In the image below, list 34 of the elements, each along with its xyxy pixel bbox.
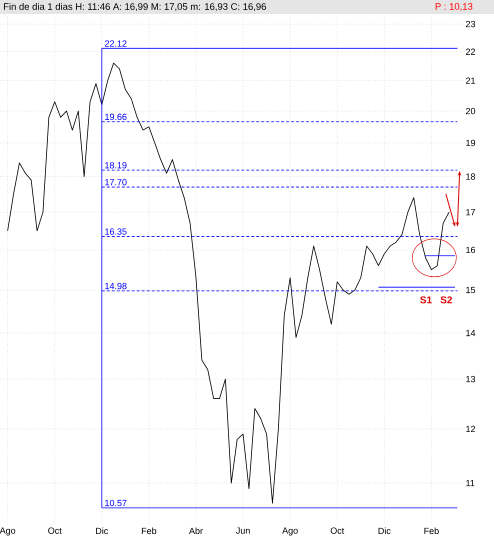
x-tick-label: Feb [142,528,156,534]
ref-line-label: 17.70 [105,179,127,186]
x-tick-label: Ago [282,528,298,536]
y-tick-label: 18 [466,173,476,180]
x-tick-label: Oct [330,527,344,534]
y-tick-label: 11 [466,480,474,486]
annotation: S1 [420,296,432,304]
ref-line-label: 16.35 [105,228,127,235]
chart-title: Fin de dia 1 dias H: 11:46 A: 16,99 M: 17,05 m: 16,93 C: 16,96 [4,2,266,12]
y-tick-label: 15 [466,286,476,294]
ref-line-label: 19.66 [105,114,127,120]
ref-line-label: 18.19 [105,162,127,168]
x-tick-label: Jun [236,528,250,534]
x-tick-label: Oct [48,527,62,534]
y-tick-label: 13 [466,376,476,382]
y-tick-label: 14 [466,330,476,336]
chart-subtitle: P : 10,13 [436,3,472,11]
x-tick-label: Ago [0,528,16,536]
ref-line-label: 10.57 [105,500,126,506]
y-tick-label: 21 [466,78,476,84]
y-tick-label: 17 [466,209,476,216]
annotation: S2 [440,296,452,304]
y-tick-label: 20 [466,108,476,114]
x-tick-label: Abr [189,528,203,534]
y-tick-label: 22 [466,48,476,55]
x-tick-label: Dic [378,528,391,534]
ref-line-label: 14.98 [105,282,127,290]
x-tick-label: Feb [424,528,439,534]
ref-line-label: 22.12 [104,40,126,47]
x-tick-label: Dic [96,528,108,534]
y-tick-label: 12 [466,426,476,432]
y-tick-label: 19 [466,140,476,146]
y-tick-label: 23 [466,20,476,28]
y-tick-label: 16 [466,246,476,254]
